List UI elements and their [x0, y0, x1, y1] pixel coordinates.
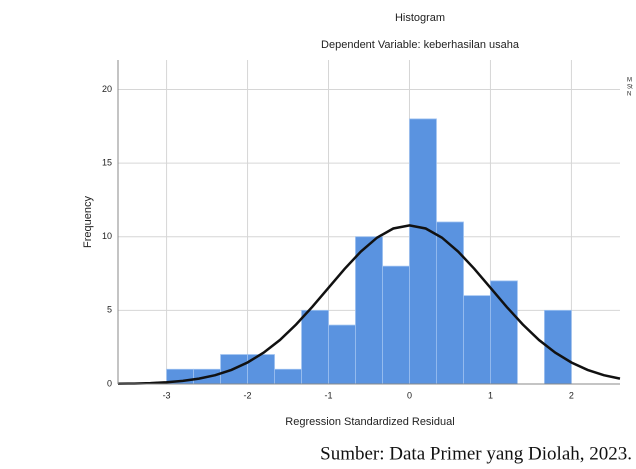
chart-subtitle: Dependent Variable: keberhasilan usaha	[321, 39, 520, 51]
chart-title: Histogram	[395, 12, 445, 24]
y-axis-label: Frequency	[82, 196, 94, 248]
bar	[409, 119, 436, 384]
y-tick-label: 20	[102, 84, 112, 94]
caption: Sumber: Data Primer yang Diolah, 2023.	[320, 443, 632, 464]
stats-fragment: St	[627, 85, 633, 91]
x-tick-label: 2	[569, 390, 574, 400]
bar	[490, 281, 517, 384]
x-tick-label: 1	[488, 390, 493, 400]
y-tick-label: 10	[102, 231, 112, 241]
y-tick-label: 15	[102, 157, 112, 167]
x-axis-label: Regression Standardized Residual	[285, 416, 454, 428]
stats-fragment: N	[627, 92, 631, 98]
bar	[436, 222, 463, 384]
bar	[383, 266, 410, 384]
y-tick-label: 5	[107, 305, 112, 315]
chart: Histogram Dependent Variable: keberhasil…	[0, 0, 636, 469]
x-tick-label: -3	[163, 390, 171, 400]
bar	[275, 369, 302, 384]
bar	[302, 310, 329, 384]
bar	[463, 296, 490, 384]
y-tick-label: 0	[107, 378, 112, 388]
x-tick-label: 0	[407, 390, 412, 400]
stats-fragment: M	[627, 78, 632, 84]
bar	[329, 325, 356, 384]
bar	[355, 237, 382, 384]
x-tick-label: -1	[325, 390, 333, 400]
x-tick-label: -2	[244, 390, 252, 400]
